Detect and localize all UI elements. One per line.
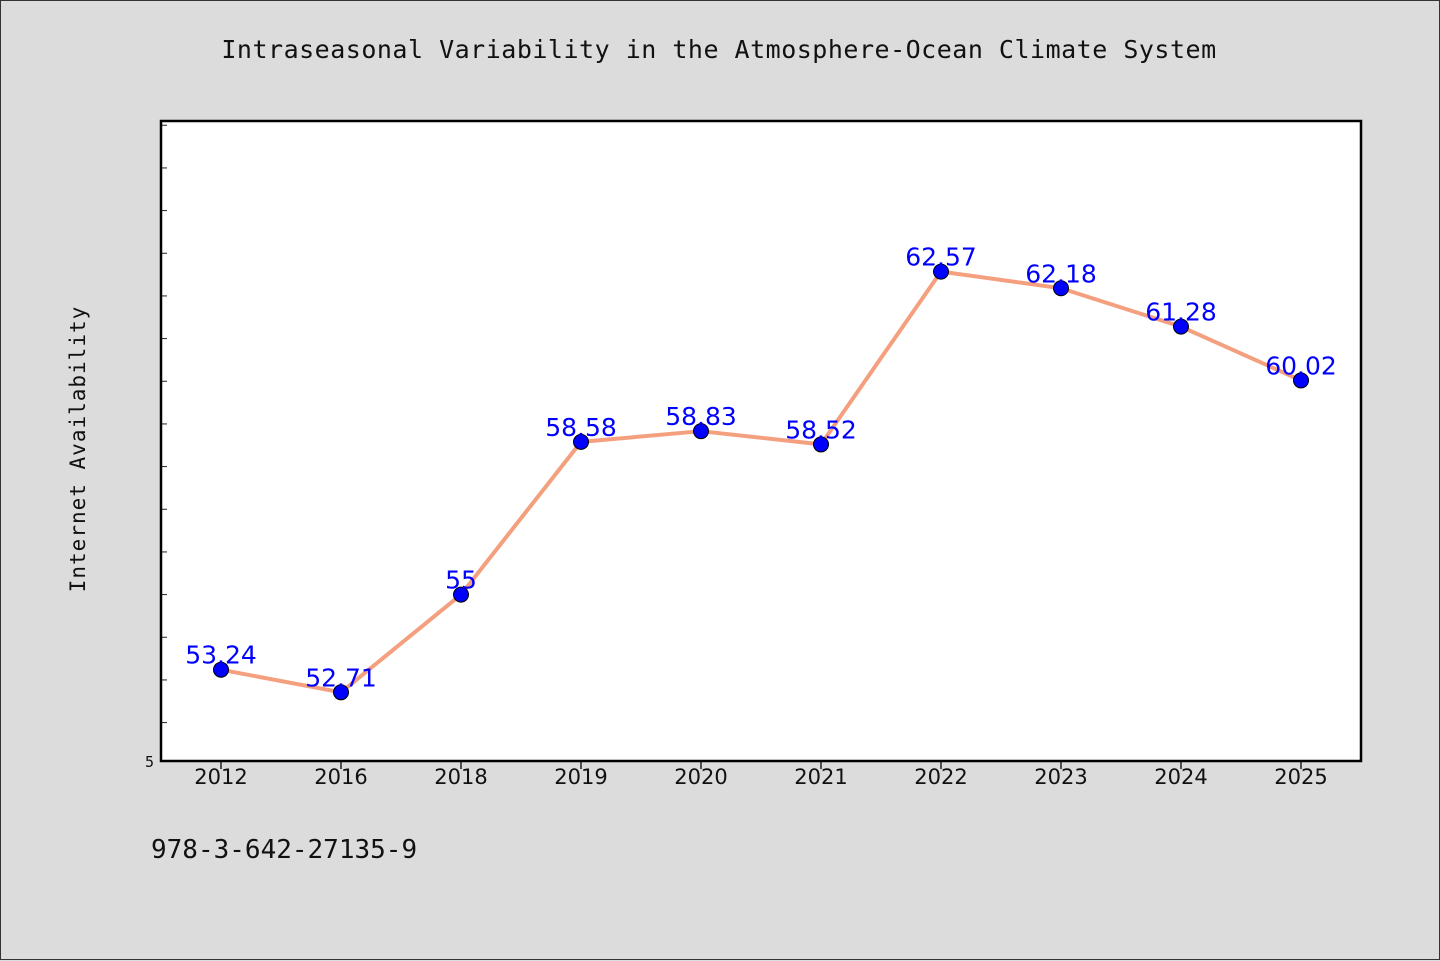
data-label: 53.24	[185, 641, 257, 670]
data-point	[1293, 372, 1309, 389]
data-point	[693, 423, 709, 440]
chart-title: Intraseasonal Variability in the Atmosph…	[221, 35, 1217, 64]
x-tick-label: 2020	[674, 765, 727, 789]
data-point	[213, 661, 229, 678]
data-label: 58.52	[785, 415, 857, 444]
x-tick-label: 2022	[914, 765, 967, 789]
data-label: 58.83	[665, 402, 737, 431]
plot-area	[161, 121, 1361, 761]
data-label: 52.71	[305, 663, 377, 692]
plot-border	[159, 119, 1363, 763]
x-tick-label: 2021	[794, 765, 847, 789]
y-tick-label: 5	[145, 753, 154, 771]
data-label: 55	[445, 566, 477, 595]
data-label: 62.18	[1025, 259, 1097, 288]
x-tick-label: 2019	[554, 765, 607, 789]
data-label: 62.57	[905, 243, 977, 272]
data-point	[1053, 280, 1069, 297]
data-point	[813, 436, 829, 453]
footnote-isbn: 978-3-642-27135-9	[151, 835, 418, 865]
x-tick-label: 2025	[1274, 765, 1327, 789]
data-label: 61.28	[1145, 298, 1217, 327]
data-label: 58.58	[545, 413, 617, 442]
data-point	[933, 263, 949, 280]
x-tick-label: 2023	[1034, 765, 1087, 789]
x-tick-label: 2018	[434, 765, 487, 789]
x-tick-label: 2024	[1154, 765, 1207, 789]
x-tick-label: 2012	[194, 765, 247, 789]
data-point	[333, 684, 349, 701]
data-point	[453, 586, 469, 603]
data-label: 60.02	[1265, 351, 1337, 380]
x-tick-label: 2016	[314, 765, 367, 789]
data-point	[573, 433, 589, 450]
data-point	[1173, 318, 1189, 335]
series-line	[219, 269, 1303, 695]
